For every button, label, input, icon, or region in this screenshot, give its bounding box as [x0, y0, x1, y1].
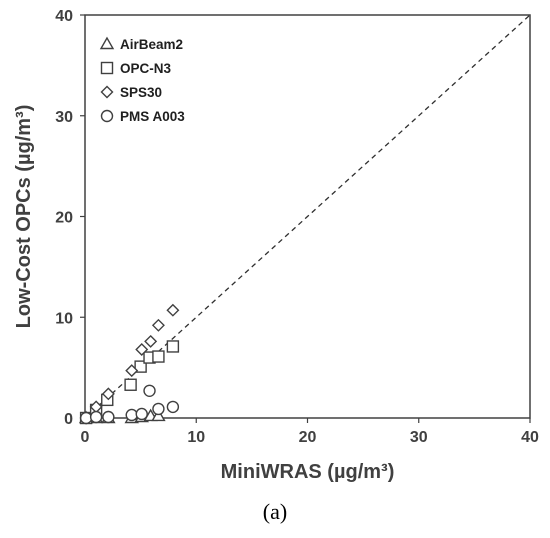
scatter-chart: 0 10 20 30 40 0 10 20 30 40 MiniWRAS (µg/m³) Low-Co…: [13, 8, 539, 483]
legend-label-airbeam2: AirBeam2: [120, 37, 183, 52]
y-tick-label: 0: [64, 411, 73, 428]
pms-a003-point: [135, 407, 148, 421]
pms-a003-point: [79, 411, 93, 425]
x-tick-label: 30: [410, 429, 428, 446]
legend-label-opc-n3: OPC-N3: [120, 61, 171, 76]
opc-n3-point: [152, 350, 165, 363]
x-tick-label: 20: [299, 429, 317, 446]
x-tick-label: 0: [81, 429, 90, 446]
y-tick-label: 30: [55, 109, 73, 126]
sps30-point: [135, 343, 149, 356]
sps30-point: [166, 303, 180, 317]
legend-label-sps30: SPS30: [120, 85, 162, 100]
legend-marker-pms-a003: [100, 109, 114, 123]
sps30-point: [151, 318, 165, 332]
pms-a003-point: [152, 402, 165, 416]
pms-a003-point: [125, 408, 138, 422]
airbeam2-point: [151, 408, 166, 422]
opc-n3-point: [166, 340, 180, 353]
legend-label-pms-a003: PMS A003: [120, 109, 185, 124]
pms-a003-point: [89, 410, 103, 424]
pms-a003-point: [102, 410, 115, 424]
sps30-point: [101, 387, 115, 401]
figure-caption: (a): [262, 499, 288, 524]
pms-a003-point: [166, 400, 180, 414]
x-tick-label: 40: [521, 429, 539, 446]
opc-n3-point: [134, 360, 147, 373]
x-tick-label: 10: [187, 429, 205, 446]
legend-marker-opc-n3: [100, 61, 114, 75]
sps30-point: [144, 334, 158, 348]
y-tick-label: 20: [55, 210, 73, 227]
legend-marker-airbeam2: [99, 36, 115, 50]
y-axis-title: Low-Cost OPCs (µg/m³): [13, 105, 35, 329]
sps30-point: [125, 364, 139, 378]
y-tick-label: 10: [55, 310, 73, 327]
pms-a003-point: [143, 384, 156, 397]
legend-marker-sps30: [100, 85, 114, 99]
y-tick-label: 40: [55, 8, 73, 25]
opc-n3-point: [124, 378, 137, 391]
x-axis-title: MiniWRAS (µg/m³): [221, 461, 395, 483]
